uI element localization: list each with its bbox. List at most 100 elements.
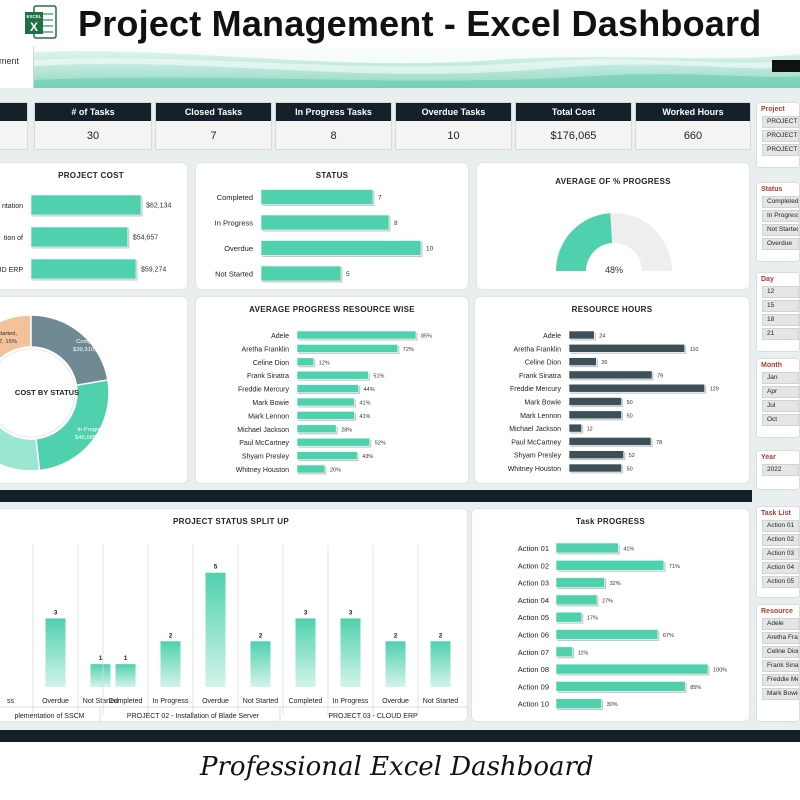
banner: ement xyxy=(0,46,800,88)
category-label: Mark Lennon xyxy=(248,413,289,420)
slicer-title: Day xyxy=(761,276,774,283)
slicer-item[interactable]: 15 xyxy=(762,300,799,312)
slicer-item[interactable]: Action 04 xyxy=(762,562,799,574)
bar xyxy=(568,397,622,406)
category-label: tion of xyxy=(4,235,23,242)
kpi-label: # of Tasks xyxy=(35,103,151,121)
excel-logo-icon: EXCEL X xyxy=(25,5,57,39)
data-label: 27% xyxy=(602,598,613,604)
panel-title: AVERAGE PROGRESS RESOURCE WISE xyxy=(249,305,415,314)
slicer-item[interactable]: Not Started xyxy=(762,224,799,236)
category-label: Action 10 xyxy=(518,700,549,709)
bar xyxy=(296,330,417,340)
bar xyxy=(296,357,315,367)
category-label: Completed xyxy=(217,193,253,202)
column-value-label: 2 xyxy=(169,632,173,639)
slicer-item[interactable]: Completed xyxy=(762,196,799,208)
slicer-item[interactable]: In Progress xyxy=(762,210,799,222)
category-label: Action 03 xyxy=(518,579,549,588)
slicer-item[interactable]: 12 xyxy=(762,286,799,298)
slicer-item[interactable]: Action 01 xyxy=(762,520,799,532)
category-label: Shyam Presley xyxy=(242,454,290,461)
slicer-item[interactable]: PROJECT 02 xyxy=(762,130,799,142)
category-label: Shyam Presley xyxy=(514,453,562,460)
slicer-item[interactable]: Action 05 xyxy=(762,576,799,588)
data-label: 50 xyxy=(627,467,633,473)
donut-data-label: In Progress, xyxy=(77,427,109,433)
category-label: Whitney Houston xyxy=(236,467,289,474)
category-label: Paul McCartney xyxy=(239,440,289,447)
slicer-item[interactable]: Mark Bowie xyxy=(762,688,799,700)
banner-left-text: ement xyxy=(0,56,20,66)
category-label: In Progress xyxy=(215,219,254,228)
data-label: 50 xyxy=(627,400,633,406)
category-label: Freddie Mercury xyxy=(238,387,289,394)
bar xyxy=(555,698,602,709)
column-value-label: 3 xyxy=(54,609,58,616)
column-category-label: Completed xyxy=(109,698,143,705)
slicer-item[interactable]: Overdue xyxy=(762,238,799,250)
slicer-item[interactable]: Jul xyxy=(762,400,799,412)
title-bar: EXCEL X Project Management - Excel Dashb… xyxy=(0,0,800,46)
kpi-label: Worked Hours xyxy=(636,103,750,121)
slicer-item[interactable]: PROJECT 03 xyxy=(762,144,799,156)
slicer-item[interactable]: Action 03 xyxy=(762,548,799,560)
column-value-label: 5 xyxy=(214,564,218,571)
column-category-label: In Progress xyxy=(333,698,369,705)
donut-data-label: $45,685, 26% xyxy=(75,435,111,441)
slicer-item[interactable]: Frank Sinatra xyxy=(762,660,799,672)
slicer-item[interactable]: Apr xyxy=(762,386,799,398)
slicer-item[interactable]: Oct xyxy=(762,414,799,426)
slicer-title: Resource xyxy=(761,608,793,615)
bar xyxy=(260,265,342,282)
data-label: 5 xyxy=(346,271,350,278)
column-bar xyxy=(385,641,406,687)
status-chart: Completed 7 In Progress 8 Overdue 10 Not Start… xyxy=(215,189,434,283)
data-label: 20% xyxy=(330,468,341,474)
kpi-card-partial xyxy=(0,102,28,150)
column-value-label: 2 xyxy=(439,632,443,639)
category-label: Action 02 xyxy=(518,561,549,570)
category-label: Michael Jackson xyxy=(237,427,289,434)
task-progress-chart: Action 01 41% Action 02 71% Action 03 32% Acti… xyxy=(518,542,727,711)
slicer-item[interactable]: 18 xyxy=(762,314,799,326)
panel-resource-progress: AVERAGE PROGRESS RESOURCE WISE Adele 85% A… xyxy=(195,296,469,484)
project-cost-chart: ntation $62,134 tion of $54,657 UD ERP $59,27… xyxy=(0,194,171,281)
bar xyxy=(555,663,709,675)
panel-title: AVERAGE OF % PROGRESS xyxy=(555,177,671,186)
column-category-label: Not Started xyxy=(83,698,119,705)
slicer-item[interactable]: Action 02 xyxy=(762,534,799,546)
data-label: 12 xyxy=(587,427,593,433)
category-label: Frank Sinatra xyxy=(247,373,289,380)
bar xyxy=(568,357,597,366)
data-label: 100% xyxy=(713,668,727,674)
kpi-card-in-progress: In Progress Tasks 8 xyxy=(275,102,392,150)
bar xyxy=(568,423,582,433)
slicer-item[interactable]: PROJECT 01 xyxy=(762,116,799,128)
column-category-label: ss xyxy=(7,698,15,705)
data-label: 67% xyxy=(663,633,674,639)
slicer-item[interactable]: Celine Dion xyxy=(762,646,799,658)
column-category-label: Overdue xyxy=(42,698,69,705)
bar xyxy=(260,189,374,205)
bar xyxy=(296,451,358,460)
slicer-item[interactable]: Adele xyxy=(762,618,799,630)
resource-hours-chart: Adele 24 Aretha Franklin 110 Celine Dion 26 Fr… xyxy=(508,330,719,474)
slicer-item[interactable]: 21 xyxy=(762,328,799,340)
slicer-item[interactable]: Freddie Mercury xyxy=(762,674,799,686)
banner-wave-decoration xyxy=(34,46,800,88)
column-value-label: 2 xyxy=(394,632,398,639)
category-label: Adele xyxy=(543,333,561,340)
slicer-item[interactable]: 2022 xyxy=(762,464,799,476)
kpi-label: In Progress Tasks xyxy=(276,103,391,121)
bar xyxy=(296,424,337,434)
data-label: 43% xyxy=(362,454,373,460)
bar xyxy=(296,344,399,353)
data-label: 30% xyxy=(607,702,618,708)
footer: Professional Excel Dashboard xyxy=(0,742,800,800)
bar xyxy=(260,240,422,256)
kpi-card-tasks: # of Tasks 30 xyxy=(34,102,152,150)
category-label: Action 01 xyxy=(518,544,549,553)
slicer-item[interactable]: Aretha Franklin xyxy=(762,632,799,644)
slicer-item[interactable]: Jan xyxy=(762,372,799,384)
